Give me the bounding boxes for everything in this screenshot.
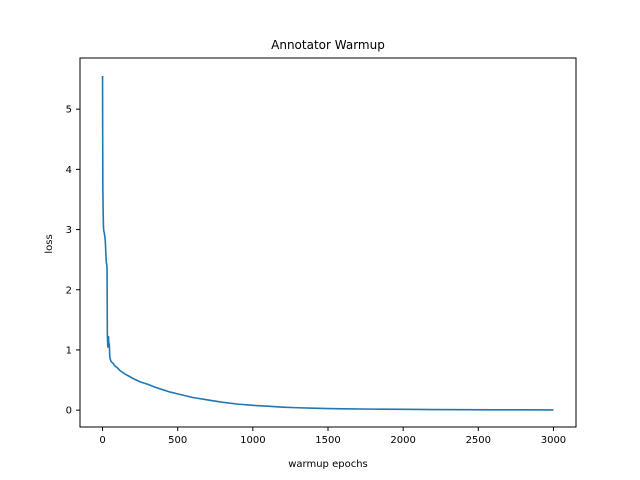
y-axis: 0 1 2 3 4 5 — [66, 105, 80, 417]
x-tick-label: 0 — [99, 435, 105, 446]
x-tick-label: 1500 — [315, 435, 340, 446]
y-tick-label: 4 — [66, 165, 72, 176]
chart-title: Annotator Warmup — [271, 38, 385, 52]
x-axis-label: warmup epochs — [288, 459, 368, 470]
x-tick-label: 1000 — [240, 435, 265, 446]
plot-area — [101, 76, 554, 411]
y-tick-label: 3 — [66, 225, 72, 236]
x-axis: 0 500 1000 1500 2000 2500 3000 — [99, 427, 566, 446]
x-tick-label: 2500 — [466, 435, 491, 446]
y-tick-label: 2 — [66, 285, 72, 296]
x-tick-label: 3000 — [541, 435, 566, 446]
loss-series-line — [101, 76, 554, 411]
y-tick-label: 0 — [66, 406, 72, 417]
y-tick-label: 1 — [66, 345, 72, 356]
x-tick-label: 500 — [168, 435, 187, 446]
x-tick-label: 2000 — [390, 435, 415, 446]
y-axis-label: loss — [44, 234, 55, 253]
y-tick-label: 5 — [66, 105, 72, 116]
plot-frame — [79, 57, 577, 428]
